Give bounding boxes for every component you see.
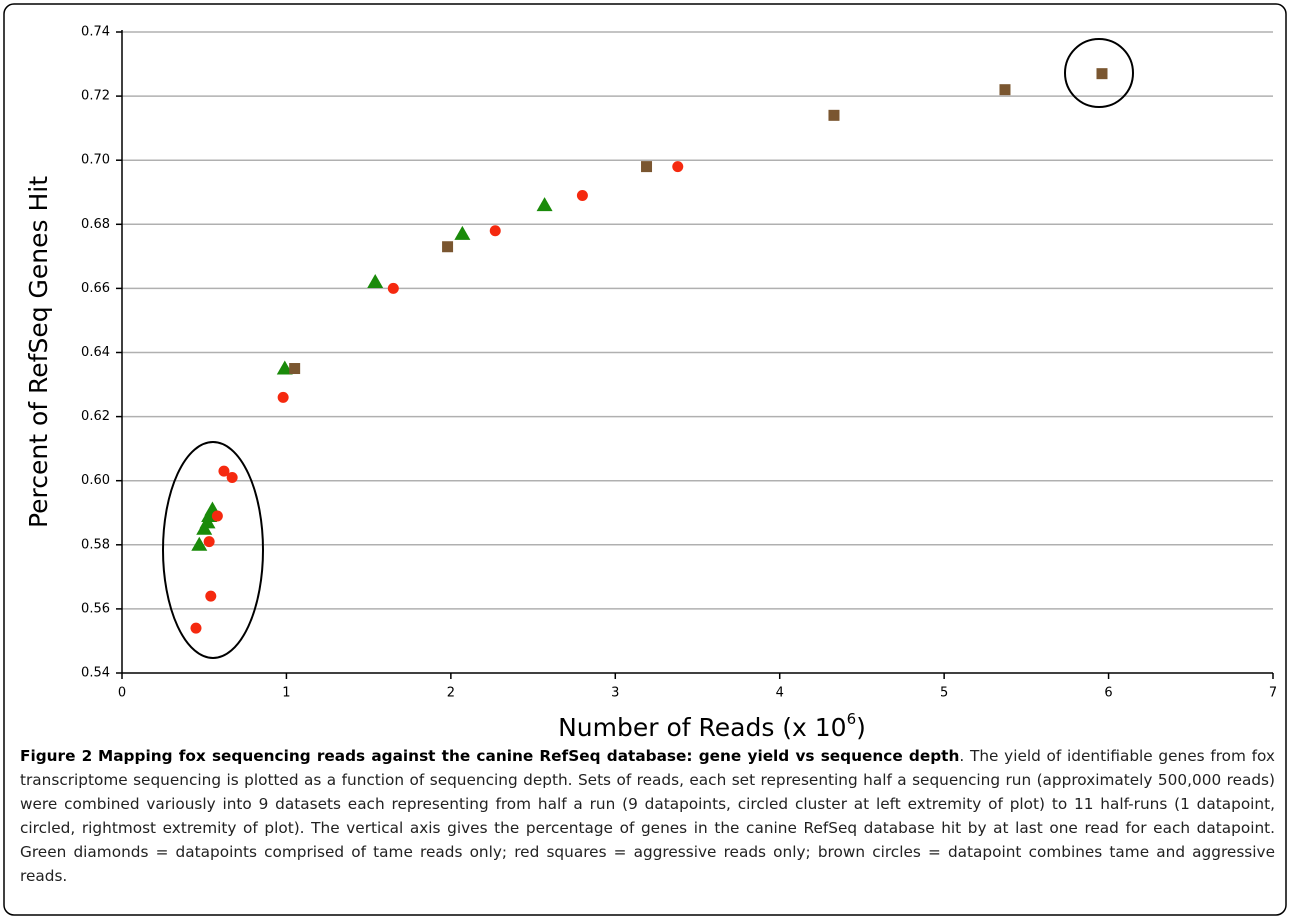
x-tick-label: 1 — [282, 686, 290, 701]
y-tick-label: 0.54 — [81, 666, 110, 681]
x-tick-label: 7 — [1269, 686, 1277, 701]
square-point — [289, 363, 301, 375]
y-tick-label: 0.58 — [81, 537, 110, 552]
circle-point — [211, 510, 223, 522]
circle-point — [218, 465, 230, 477]
x-axis-label: Number of Reads (x 106) — [558, 710, 866, 743]
square-point — [1096, 68, 1108, 80]
circle-point — [205, 590, 217, 602]
x-axis-label-end: ) — [856, 713, 866, 742]
caption: Figure 2 Mapping fox sequencing reads ag… — [20, 744, 1275, 888]
y-tick-label: 0.56 — [81, 601, 110, 616]
triangle-point — [536, 197, 553, 212]
y-tick-label: 0.74 — [81, 25, 110, 40]
y-tick-label: 0.68 — [81, 217, 110, 232]
cluster-circle — [162, 441, 264, 659]
x-tick-label: 5 — [940, 686, 948, 701]
circle-point — [190, 622, 202, 634]
x-tick-label: 2 — [447, 686, 455, 701]
circle-point — [672, 161, 684, 173]
highlight-circle — [1064, 38, 1134, 108]
x-tick-label: 6 — [1104, 686, 1112, 701]
x-axis-label-exponent: 6 — [847, 710, 857, 728]
square-point — [641, 161, 653, 173]
y-tick-label: 0.66 — [81, 281, 110, 296]
caption-label: Figure 2 — [20, 747, 93, 765]
y-tick-label: 0.60 — [81, 473, 110, 488]
x-axis-label-main: Number of Reads (x 10 — [558, 713, 847, 742]
frame — [3, 3, 1287, 916]
circle-point — [576, 189, 588, 201]
triangle-point — [276, 360, 293, 375]
circle-point — [277, 391, 289, 403]
grid — [122, 31, 1273, 610]
y-tick-label: 0.62 — [81, 409, 110, 424]
points — [190, 68, 1108, 634]
caption-text: . The yield of identifiable genes from f… — [20, 747, 1275, 885]
x-tick-label: 3 — [611, 686, 619, 701]
square-point — [828, 109, 840, 121]
circle-point — [226, 471, 238, 483]
y-tick-label: 0.70 — [81, 153, 110, 168]
circle-point — [489, 225, 501, 237]
triangle-point — [367, 273, 384, 288]
square-point — [999, 84, 1011, 96]
caption-title: Mapping fox sequencing reads against the… — [98, 747, 960, 765]
triangle-point — [454, 225, 471, 240]
x-tick-label: 4 — [776, 686, 784, 701]
y-tick-label: 0.64 — [81, 345, 110, 360]
y-axis-label: Percent of RefSeq Genes Hit — [24, 176, 53, 528]
triangle-point — [191, 536, 208, 551]
x-tick-label: 0 — [118, 686, 126, 701]
y-tick-label: 0.72 — [81, 89, 110, 104]
circle-point — [203, 536, 215, 548]
square-point — [442, 241, 454, 253]
circle-point — [387, 282, 399, 294]
